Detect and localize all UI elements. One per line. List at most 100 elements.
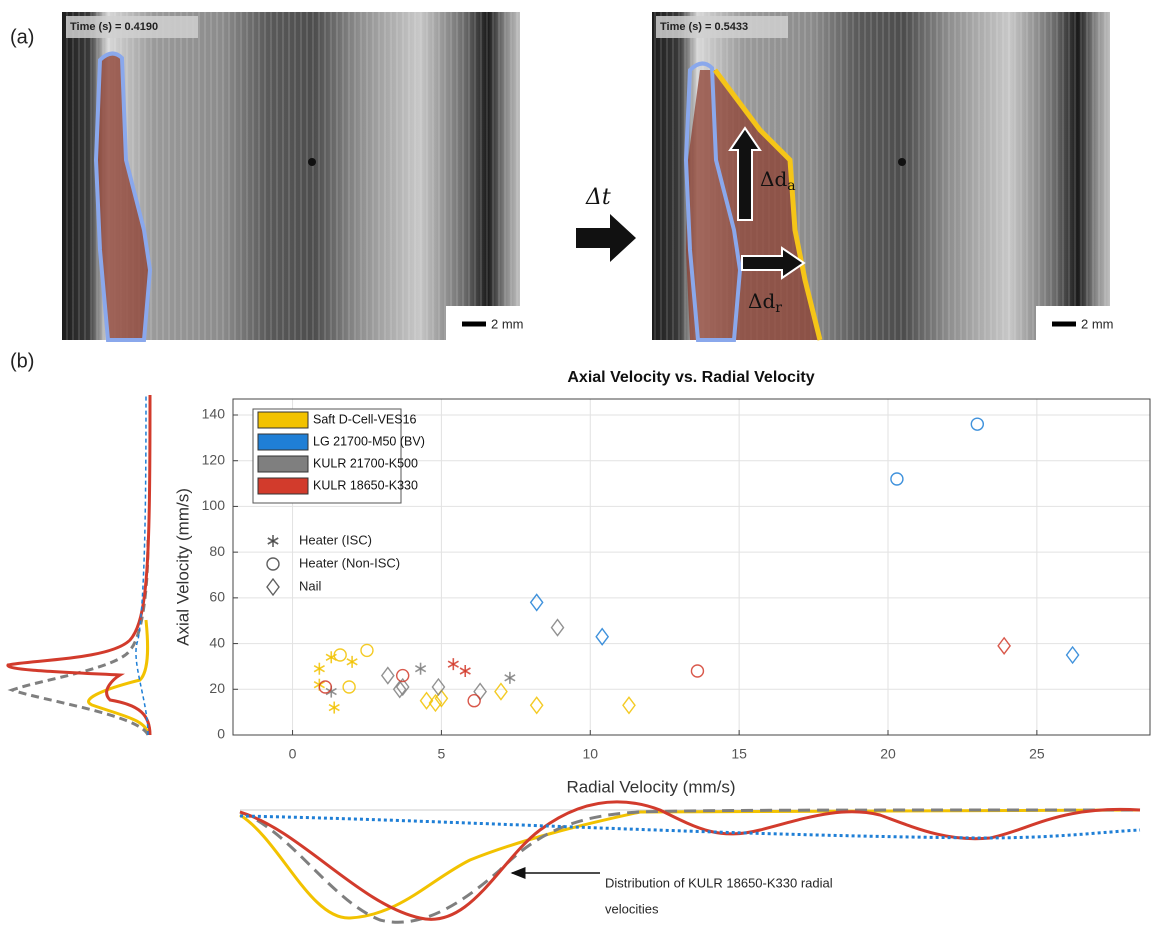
marker-star	[447, 660, 459, 668]
left-distributions	[6, 394, 152, 736]
y-tick-label: 140	[202, 406, 226, 422]
panel-label: (b)	[10, 350, 34, 372]
marker-diamond	[550, 618, 565, 637]
annotation: Distribution of KULR 18650-K330 radial	[605, 875, 833, 890]
point	[267, 535, 279, 547]
marker-diamond	[529, 696, 544, 715]
marker-diamond	[595, 627, 610, 646]
xray-image-left	[62, 12, 520, 342]
marker-diamond	[428, 693, 443, 713]
point	[690, 664, 705, 678]
point	[318, 680, 332, 694]
x-tick-label: 15	[731, 746, 747, 762]
delta-main: Δd	[760, 167, 787, 191]
y-tick-label: 0	[217, 726, 225, 742]
marker-circle	[467, 694, 481, 708]
marker-diamond	[1065, 645, 1080, 665]
y-axis-label: Axial Velocity (mm/s)	[173, 488, 192, 646]
x-tick-label: 5	[438, 746, 446, 762]
marker-diamond	[434, 689, 449, 708]
y-tick-label: 60	[209, 589, 225, 605]
point	[266, 557, 280, 571]
point	[595, 627, 610, 646]
plot-area: 0 5 10 15 20 25 0 20 40 60 80 100 120 140 Saft D-Cell-…	[202, 398, 1151, 762]
marker-diamond	[529, 593, 544, 612]
chart-title: Axial Velocity vs. Radial Velocity	[567, 369, 814, 386]
legend-label: KULR 21700-K500	[313, 456, 418, 470]
legend-swatch	[257, 411, 309, 429]
point	[266, 577, 280, 597]
marker-star	[328, 703, 340, 712]
point	[342, 680, 356, 694]
point	[328, 701, 340, 714]
xray-image-right	[652, 12, 1110, 342]
point	[890, 472, 904, 486]
marker-diamond	[395, 677, 410, 697]
delta-radial: Δdr	[748, 289, 782, 317]
marker-star	[459, 667, 471, 675]
marker-star	[504, 674, 516, 682]
marker-circle	[396, 668, 410, 683]
point	[447, 658, 459, 671]
delta-main: Δd	[748, 289, 775, 313]
legend-swatch	[257, 433, 309, 451]
point	[431, 677, 446, 697]
legend-swatch	[257, 455, 309, 473]
delta-t: Δt	[585, 185, 611, 210]
x-tick-label: 25	[1029, 746, 1045, 762]
marker-circle	[360, 643, 374, 658]
x-tick-label: 20	[880, 746, 896, 762]
scale-label: 2 mm	[491, 316, 524, 331]
marker-diamond	[997, 636, 1011, 656]
point	[392, 680, 407, 699]
point	[529, 696, 544, 715]
point	[434, 689, 449, 708]
point	[346, 655, 358, 668]
marker-diamond	[266, 577, 280, 597]
point	[360, 643, 374, 658]
marker-circle	[342, 680, 356, 694]
point	[459, 665, 471, 677]
scale-label: 2 mm	[1081, 316, 1114, 331]
marker-circle	[318, 680, 332, 694]
marker-diamond	[622, 696, 636, 715]
marker-circle	[970, 417, 985, 431]
marker-star	[414, 665, 427, 673]
marker-diamond	[392, 680, 407, 699]
marker-diamond	[494, 682, 508, 701]
legend-label: Heater (Non-ISC)	[299, 555, 400, 570]
marker-star	[346, 658, 358, 666]
point	[396, 668, 410, 683]
y-tick-label: 80	[209, 543, 225, 559]
marker-diamond	[380, 666, 395, 685]
marker-star	[325, 687, 337, 696]
delta-sub: r	[775, 300, 782, 316]
panel-label: (a)	[10, 26, 34, 48]
legend-label: KULR 18650-K330	[313, 478, 418, 492]
x-axis-label: Radial Velocity (mm/s)	[566, 777, 735, 796]
legend-label: Heater (ISC)	[299, 532, 372, 547]
annotation: velocities	[605, 901, 659, 916]
point	[622, 696, 636, 715]
point	[970, 417, 985, 431]
point	[550, 618, 565, 637]
point	[504, 671, 516, 684]
point	[333, 648, 347, 662]
point	[380, 666, 395, 685]
marker-circle	[333, 648, 347, 662]
y-tick-label: 20	[209, 680, 225, 696]
marker-circle	[690, 664, 705, 678]
y-tick-label: 40	[209, 634, 225, 650]
delta-sub: a	[787, 178, 795, 194]
bottom-distributions	[239, 800, 1141, 924]
marker-circle	[266, 557, 280, 571]
x-tick-label: 10	[582, 746, 598, 762]
marker-star	[313, 665, 325, 673]
point	[529, 593, 544, 612]
y-tick-label: 100	[202, 497, 226, 513]
point	[419, 691, 434, 710]
point	[494, 682, 508, 701]
time-label: Time (s) = 0.5433	[660, 21, 748, 33]
point	[467, 694, 481, 708]
